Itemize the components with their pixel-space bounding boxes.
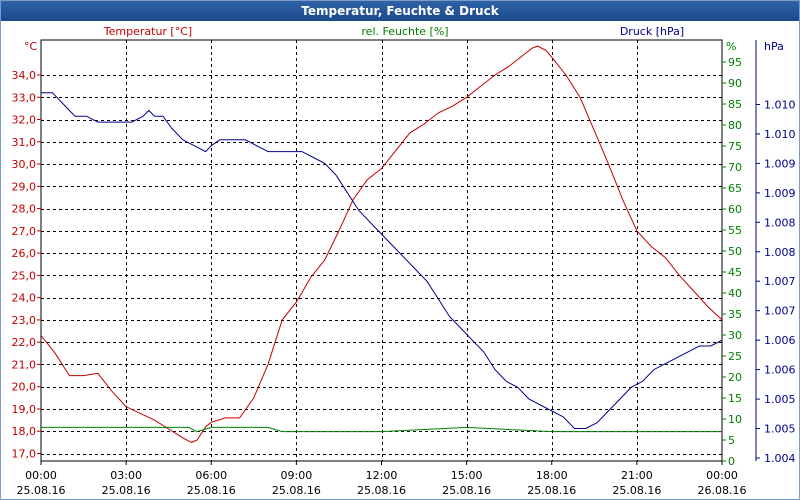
hum-tick-label: 75	[728, 140, 742, 153]
temp-tick-label: 32,0	[12, 114, 37, 127]
temp-tick-label: 24,0	[12, 292, 37, 305]
temp-unit: °C	[24, 40, 38, 53]
hum-axis-label: rel. Feuchte [%]	[361, 25, 448, 38]
x-time-label: 00:00	[706, 469, 738, 482]
temp-tick-label: 20,0	[12, 381, 37, 394]
press-tick-label: 1.008	[764, 246, 796, 259]
hum-tick-label: 85	[728, 98, 742, 111]
hum-tick-label: 50	[728, 245, 742, 258]
hum-tick-label: 30	[728, 329, 742, 342]
press-tick-label: 1.009	[764, 157, 796, 170]
plot-frame	[40, 39, 723, 462]
x-time-label: 06:00	[195, 469, 227, 482]
x-date-label: 25.08.16	[357, 484, 406, 497]
temp-tick-label: 28,0	[12, 203, 37, 216]
x-date-label: 25.08.16	[612, 484, 661, 497]
temp-tick-label: 18,0	[12, 425, 37, 438]
x-date-label: 25.08.16	[272, 484, 321, 497]
press-tick-label: 1.010	[764, 128, 796, 141]
hum-tick-label: 45	[728, 266, 742, 279]
temp-tick-label: 27,0	[12, 225, 37, 238]
press-unit: hPa	[764, 40, 784, 53]
hum-tick-label: 35	[728, 308, 742, 321]
temp-tick-label: 31,0	[12, 136, 37, 149]
press-tick-label: 1.006	[764, 334, 796, 347]
hum-tick-label: 10	[728, 413, 742, 426]
pressure-line	[41, 92, 723, 429]
temperature-line	[40, 45, 723, 443]
x-time-label: 03:00	[110, 469, 142, 482]
hum-tick-label: 20	[728, 371, 742, 384]
temp-tick-label: 19,0	[12, 403, 37, 416]
x-date-label: 25.08.16	[442, 484, 491, 497]
temp-tick-label: 33,0	[12, 91, 37, 104]
hum-tick-label: 95	[728, 56, 742, 69]
temp-tick-label: 30,0	[12, 158, 37, 171]
x-time-label: 09:00	[281, 469, 313, 482]
x-time-label: 18:00	[536, 469, 568, 482]
press-tick-label: 1.007	[764, 305, 796, 318]
hum-unit: %	[726, 40, 736, 53]
hum-tick-label: 55	[728, 224, 742, 237]
series-lines	[40, 45, 723, 443]
hum-tick-label: 15	[728, 392, 742, 405]
x-time-label: 12:00	[366, 469, 398, 482]
temp-tick-label: 23,0	[12, 314, 37, 327]
press-tick-label: 1.010	[764, 98, 796, 111]
x-date-label: 25.08.16	[102, 484, 151, 497]
temp-tick-label: 29,0	[12, 180, 37, 193]
hum-tick-label: 70	[728, 161, 742, 174]
x-date-label: 25.08.16	[527, 484, 576, 497]
hum-tick-label: 80	[728, 119, 742, 132]
press-axis-label: Druck [hPa]	[620, 25, 684, 38]
hum-tick-label: 65	[728, 182, 742, 195]
tick-labels: 17,0 18,0 19,0 20,0 21,0 22,0 23,0 24,0 25,0 26,0…	[12, 40, 796, 497]
x-date-label: 25.08.16	[187, 484, 236, 497]
temp-tick-label: 17,0	[12, 448, 37, 461]
press-tick-label: 1.007	[764, 275, 796, 288]
x-date-label: 26.08.16	[698, 484, 747, 497]
press-tick-label: 1.008	[764, 216, 796, 229]
hum-tick-label: 5	[728, 434, 735, 447]
press-tick-label: 1.006	[764, 364, 796, 377]
x-time-label: 15:00	[451, 469, 483, 482]
humidity-line	[41, 426, 722, 433]
temp-axis-label: Temperatur [°C]	[103, 25, 192, 38]
x-time-label: 21:00	[621, 469, 653, 482]
hum-tick-label: 40	[728, 287, 742, 300]
hum-tick-label: 25	[728, 350, 742, 363]
window-title: Temperatur, Feuchte & Druck	[1, 1, 799, 21]
grid	[41, 40, 722, 461]
hum-tick-label: 90	[728, 77, 742, 90]
hum-tick-label: 60	[728, 203, 742, 216]
press-tick-label: 1.005	[764, 423, 796, 436]
temp-tick-label: 25,0	[12, 269, 37, 282]
press-tick-label: 1.005	[764, 393, 796, 406]
temp-tick-label: 34,0	[12, 69, 37, 82]
hum-tick-label: 0	[728, 455, 735, 468]
temp-tick-label: 21,0	[12, 358, 37, 371]
x-date-label: 25.08.16	[17, 484, 66, 497]
temp-tick-label: 22,0	[12, 336, 37, 349]
temp-tick-label: 26,0	[12, 247, 37, 260]
press-tick-label: 1.009	[764, 187, 796, 200]
press-tick-label: 1.004	[764, 452, 796, 465]
x-time-label: 00:00	[25, 469, 57, 482]
